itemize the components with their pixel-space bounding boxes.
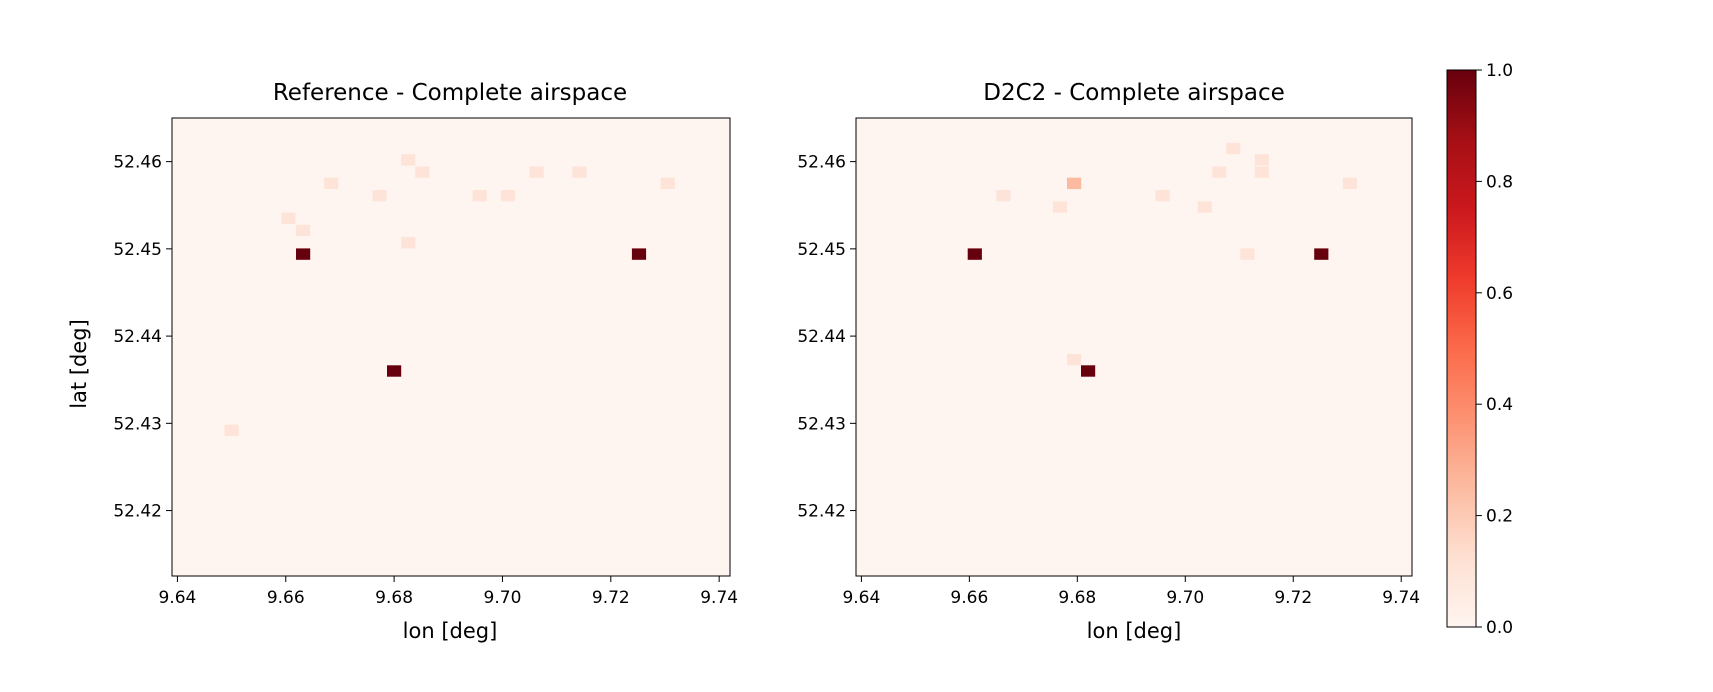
x-tick-label: 9.70 bbox=[484, 588, 522, 608]
heatmap-cell bbox=[1314, 248, 1329, 260]
plot-area: 9.64 9.66 9.68 9.70 9.72 9.74 52.42 52.43 52.44 5… bbox=[113, 117, 738, 608]
y-tick-label: 52.42 bbox=[797, 502, 846, 522]
heatmap-cell bbox=[281, 212, 296, 224]
heatmap-cell bbox=[401, 237, 416, 249]
colorbar-tick-label: 1.0 bbox=[1486, 61, 1513, 81]
heatmap-cell bbox=[500, 189, 515, 202]
colorbar-gradient bbox=[1446, 69, 1477, 628]
y-tick-label: 52.44 bbox=[113, 327, 162, 347]
x-tick-label: 9.70 bbox=[1166, 588, 1204, 608]
heatmap-cell bbox=[224, 424, 239, 436]
heatmap-cell bbox=[296, 248, 311, 260]
heatmap-cell bbox=[296, 224, 311, 237]
x-axis-label: lon [deg] bbox=[403, 619, 498, 643]
x-tick-label: 9.64 bbox=[842, 588, 880, 608]
heatmap-cell bbox=[572, 166, 587, 178]
y-tick-label: 52.46 bbox=[797, 153, 846, 173]
heatmap-background bbox=[856, 118, 1412, 576]
x-axis-label: lon [deg] bbox=[1087, 619, 1182, 643]
y-tick-label: 52.42 bbox=[113, 502, 162, 522]
heatmap-cell bbox=[1342, 177, 1357, 190]
heatmap-cell bbox=[415, 166, 430, 178]
heatmap-cell bbox=[401, 154, 416, 166]
colorbar-tick-label: 0.8 bbox=[1486, 172, 1513, 192]
y-tick-label: 52.43 bbox=[797, 414, 846, 434]
y-tick-label: 52.45 bbox=[797, 240, 846, 260]
heatmap-background bbox=[172, 118, 730, 576]
y-tick-label: 52.44 bbox=[797, 327, 846, 347]
colorbar: 0.0 0.2 0.4 0.6 0.8 1.0 bbox=[1446, 61, 1513, 638]
heatmap-cell bbox=[1240, 248, 1255, 260]
heatmap-cell bbox=[1212, 166, 1227, 178]
colorbar-ticks: 0.0 0.2 0.4 0.6 0.8 1.0 bbox=[1476, 61, 1513, 638]
y-tick-label: 52.46 bbox=[113, 153, 162, 173]
colorbar-tick-label: 0.2 bbox=[1486, 507, 1513, 527]
reference-heatmap-panel: Reference - Complete airspace lat [deg] … bbox=[67, 80, 738, 643]
colorbar-tick-label: 0.4 bbox=[1486, 395, 1513, 415]
heatmap-cell bbox=[529, 166, 544, 178]
panel-title: D2C2 - Complete airspace bbox=[983, 80, 1285, 106]
panel-title: Reference - Complete airspace bbox=[273, 80, 627, 106]
heatmap-cell bbox=[1155, 189, 1170, 202]
heatmap-cell bbox=[1226, 142, 1241, 155]
x-tick-label: 9.72 bbox=[1274, 588, 1312, 608]
heatmap-cell bbox=[1197, 201, 1212, 213]
axes-frame bbox=[171, 117, 731, 577]
heatmap-cell bbox=[1067, 353, 1082, 366]
d2c2-heatmap-panel: D2C2 - Complete airspace lon [deg] 9.64 9… bbox=[797, 80, 1420, 643]
x-tick-label: 9.64 bbox=[158, 588, 196, 608]
x-tick-label: 9.74 bbox=[1382, 588, 1420, 608]
x-tick-label: 9.68 bbox=[375, 588, 413, 608]
colorbar-tick-label: 0.0 bbox=[1486, 618, 1513, 638]
x-tick-label: 9.66 bbox=[950, 588, 988, 608]
y-tick-label: 52.43 bbox=[113, 414, 162, 434]
heatmap-cell bbox=[1081, 365, 1096, 377]
axes-frame bbox=[855, 117, 1413, 577]
heatmap-cell bbox=[1254, 166, 1269, 178]
heatmap-cell bbox=[631, 248, 647, 260]
x-tick-label: 9.72 bbox=[592, 588, 630, 608]
y-tick-label: 52.45 bbox=[113, 240, 162, 260]
heatmap-cell bbox=[387, 365, 402, 377]
heatmap-cell bbox=[967, 248, 982, 260]
heatmap-cell bbox=[1052, 201, 1068, 213]
colorbar-tick-label: 0.6 bbox=[1486, 284, 1513, 304]
heatmap-cell bbox=[1067, 177, 1082, 190]
heatmap-cell bbox=[660, 177, 675, 190]
heatmap-cell bbox=[1254, 154, 1269, 166]
x-tick-label: 9.74 bbox=[700, 588, 738, 608]
heatmap-cell bbox=[372, 189, 387, 202]
heatmap-cell bbox=[472, 189, 487, 202]
heatmap-cell bbox=[996, 189, 1011, 202]
heatmap-cell bbox=[324, 177, 339, 190]
x-tick-label: 9.66 bbox=[267, 588, 305, 608]
plot-area: 9.64 9.66 9.68 9.70 9.72 9.74 52.42 52.43 52.44 5… bbox=[797, 117, 1420, 608]
x-tick-label: 9.68 bbox=[1058, 588, 1096, 608]
y-axis-label: lat [deg] bbox=[67, 319, 91, 409]
